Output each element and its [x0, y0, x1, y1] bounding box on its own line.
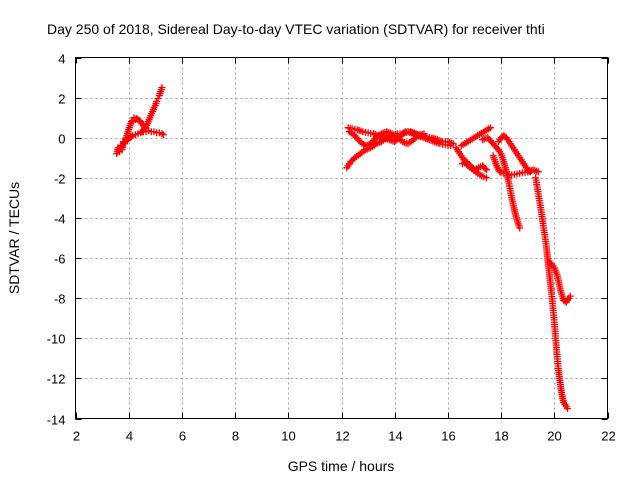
x-tick-label: 20 [547, 429, 561, 444]
data-point [142, 121, 150, 129]
plot-frame [75, 57, 608, 419]
x-tick-label: 6 [179, 429, 186, 444]
data-point [496, 167, 504, 175]
data-point [533, 167, 541, 175]
data-point [159, 131, 167, 139]
y-tick-label: -8 [54, 292, 66, 307]
y-tick-label: -6 [54, 252, 66, 267]
data-point [564, 404, 572, 412]
data-point [493, 144, 501, 152]
y-tick-label: 0 [58, 132, 65, 147]
y-tick-label: -12 [47, 372, 66, 387]
data-point [355, 126, 363, 134]
data-point [154, 95, 162, 103]
data-points [113, 84, 574, 412]
y-tick-labels: 4 2 0 -2 -4 -6 -8 -10 -12 -14 [47, 52, 66, 428]
y-tick-label: 4 [58, 52, 65, 67]
data-point [420, 130, 428, 138]
x-tick-label: 18 [494, 429, 508, 444]
y-tick-label: -4 [54, 212, 66, 227]
data-point [534, 168, 542, 176]
grid-lines [75, 57, 608, 419]
axis-ticks [75, 57, 609, 420]
x-tick-label: 8 [232, 429, 239, 444]
data-point [526, 168, 534, 176]
data-point [482, 174, 490, 182]
data-point [158, 84, 166, 92]
y-tick-label: 2 [58, 92, 65, 107]
x-tick-label: 4 [126, 429, 133, 444]
chart-title: Day 250 of 2018, Sidereal Day-to-day VTE… [47, 21, 545, 37]
x-tick-labels: 2 4 6 8 10 12 14 16 18 20 22 [73, 429, 616, 444]
data-point [357, 127, 365, 135]
x-tick-label: 10 [281, 429, 295, 444]
y-tick-label: -2 [54, 172, 66, 187]
x-tick-label: 14 [388, 429, 402, 444]
x-tick-label: 12 [335, 429, 349, 444]
x-tick-label: 16 [441, 429, 455, 444]
x-tick-label: 2 [73, 429, 80, 444]
y-axis-label: SDTVAR / TECUs [6, 182, 22, 294]
data-point [127, 118, 135, 126]
data-point [516, 224, 524, 232]
x-axis-label: GPS time / hours [288, 458, 395, 474]
data-point [153, 98, 161, 106]
data-point [481, 164, 489, 172]
y-tick-label: -14 [47, 413, 66, 428]
data-point [127, 133, 135, 141]
data-point [525, 167, 533, 175]
data-point [486, 124, 494, 132]
y-tick-label: -10 [47, 332, 66, 347]
x-tick-label: 22 [601, 429, 615, 444]
data-point [482, 166, 490, 174]
data-point [566, 292, 574, 300]
data-point [158, 130, 166, 138]
data-point [447, 142, 455, 150]
